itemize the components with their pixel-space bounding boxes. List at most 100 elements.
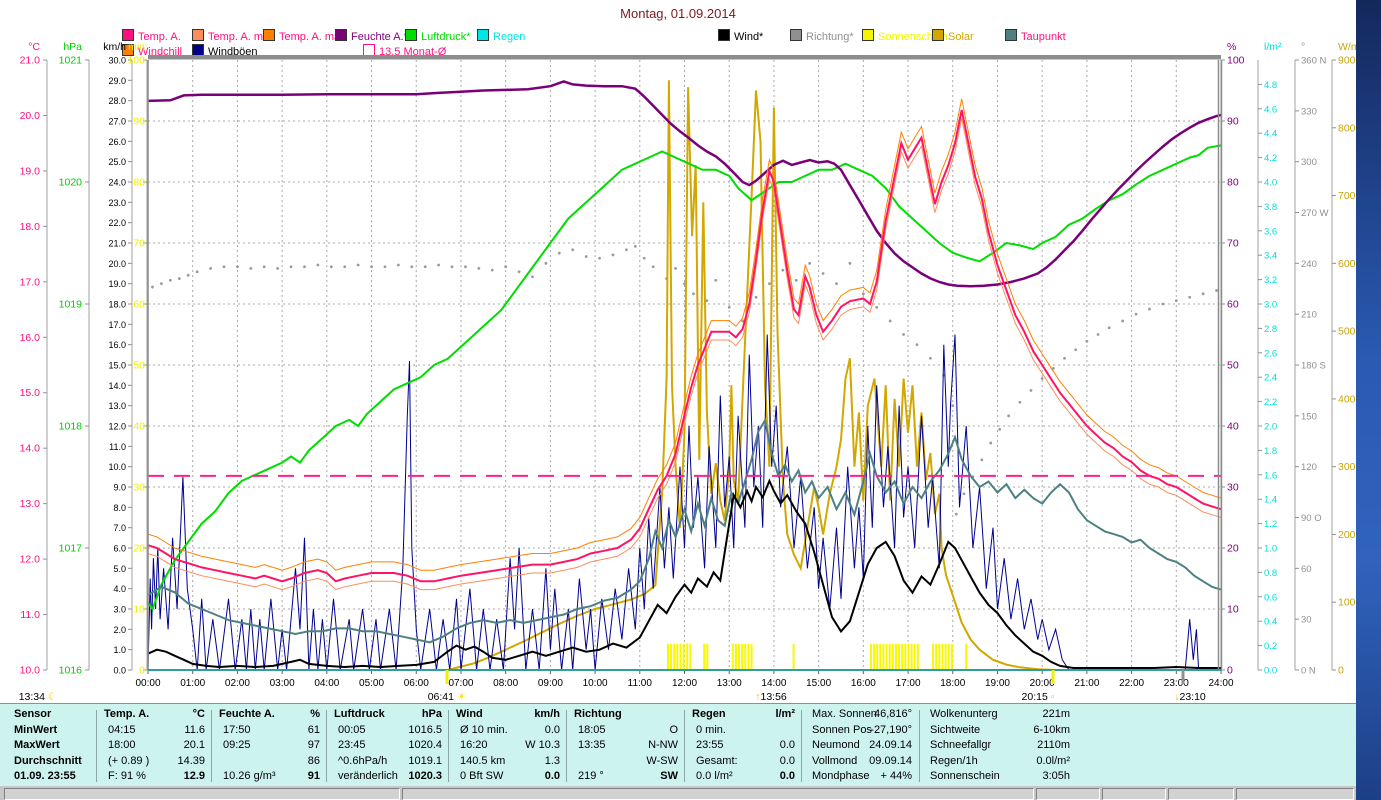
table-row-label: 01.09. 23:55 [14,770,76,783]
axis-tick-label: 5.0 [113,564,126,574]
x-axis-label: 06:00 [404,678,429,689]
axis-tick-label: 2.8 [1264,324,1277,335]
axis-tick-label: 80 [1227,177,1239,189]
series-richtung-dot [249,267,253,270]
info-label: Sichtweite [930,723,981,736]
axis-tick-label: 1018 [59,421,83,433]
series-richtung-dot [705,299,709,303]
axis-tick-label: 13.0 [20,498,41,510]
axis-tick-label: 20 [1227,543,1239,555]
series-richtung-dot [177,277,181,280]
series-richtung-dot [875,305,879,309]
series-richtung-dot [343,265,347,269]
table-value: 11.6 [184,723,205,736]
series-richtung-dot [1063,356,1066,360]
axis-tick-label: 20 [133,543,145,555]
info-label: Neumond [812,739,860,752]
event-time: 06:41 [428,691,457,703]
series-sonnenschein-bar [938,643,941,670]
legend-label: Temp. A. [138,31,181,43]
axis-tick-label: 29.0 [108,76,126,86]
axis-tick-label: 0 [1338,665,1344,677]
axis-tick-label: 90 O [1301,513,1322,524]
axis-tick-label: 70 [1227,238,1239,250]
info-value: -27,190° [870,723,912,736]
axis-tick-label: 4.8 [1264,80,1277,91]
summary-table: Sensor MinWert MaxWert Durchschnitt 01.09. 2… [0,703,1356,786]
series-solar [447,80,1221,671]
x-axis-label: 10:00 [583,678,608,689]
legend-swatch-icon [192,29,204,41]
series-richtung-dot [835,282,838,286]
series-richtung-dot [692,292,695,296]
table-value: 1016.5 [408,723,442,736]
table-divider [326,710,327,782]
info-value: 09.09.14 [869,754,912,767]
series-richtung-dot [262,265,266,269]
table-row-label: MinWert [14,723,58,736]
series-richtung-dot [450,265,454,269]
series-richtung-dot [289,265,293,269]
info-label: Sonnenschein [930,770,1000,783]
axis-tick-label: 27.0 [108,117,126,127]
table-row-label: Sensor [14,708,52,720]
axis-unit-label: ° [1301,41,1305,53]
table-cell: 09:25 [223,739,251,752]
legend-item: Wind* [718,29,763,43]
series-richtung-dot [962,492,966,496]
info-label: Vollmond [812,754,858,767]
series-sonnenschein-bar [876,643,879,670]
series-richtung-dot [768,282,771,286]
axis-tick-label: 20.0 [108,259,126,269]
table-cell: 219 ° [578,770,604,783]
axis-unit-label: l/m² [1264,41,1282,53]
series-richtung-dot [754,295,758,299]
axis-tick-label: 70 [133,238,145,250]
series-richtung-dot [633,244,637,248]
series-luftdruck [147,144,1222,612]
axis-tick-label: 20.0 [20,110,41,122]
plot-top-border [148,55,1221,60]
series-richtung-dot [1029,389,1033,392]
axis-tick-label: 17.0 [20,276,41,288]
axis-unit-label: °C [28,41,40,53]
axis-tick-label: 1.0 [113,645,126,655]
axis-tick-label: 50 [1227,360,1239,372]
series-sonnenschein-bar [879,643,882,670]
series-richtung-dot [186,273,190,277]
event-time: 13:56 [760,691,786,703]
table-col-unit: l/m² [775,708,795,720]
axis-tick-label: 3.4 [1264,251,1277,262]
legend-item: Luftdruck* [405,29,471,43]
axis-tick-label: 100 [1227,55,1245,67]
axis-tick-label: 16.0 [108,340,126,350]
axis-tick-label: 0 N [1301,666,1316,677]
series-richtung-dot [316,263,320,267]
axis-tick-label: 90 [1227,116,1239,128]
series-temp-a-max [147,98,1222,571]
axis-tick-label: 1.2 [1264,519,1277,530]
table-col-header: Temp. A. [104,708,150,720]
table-cell: 23:45 [338,739,366,752]
series-temp-a- [147,109,1222,583]
series-richtung-dot [370,265,373,269]
series-richtung-dot [477,267,481,270]
info-value: 46,816° [873,708,912,720]
status-segment [1102,788,1166,800]
x-axis-label: 03:00 [270,678,295,689]
axis-tick-label: 1.0 [1264,544,1277,555]
table-cell: veränderlich [338,770,398,783]
table-divider [448,710,449,782]
table-col-unit: °C [192,708,205,720]
axis-tick-label: 40 [1227,421,1239,433]
info-label: Mondphase [812,770,870,783]
series-richtung-dot [303,265,306,269]
axis-tick-label: 0 [139,665,145,677]
table-cell: 04:15 [108,723,136,736]
axis-unit-label: hPa [63,41,82,53]
series-sonnenschein-bar [950,643,953,670]
axis-tick-label: 1017 [59,543,83,555]
axis-tick-label: 30 [1301,615,1312,626]
table-divider [684,710,685,782]
series-sonnenschein-bar [888,643,891,670]
